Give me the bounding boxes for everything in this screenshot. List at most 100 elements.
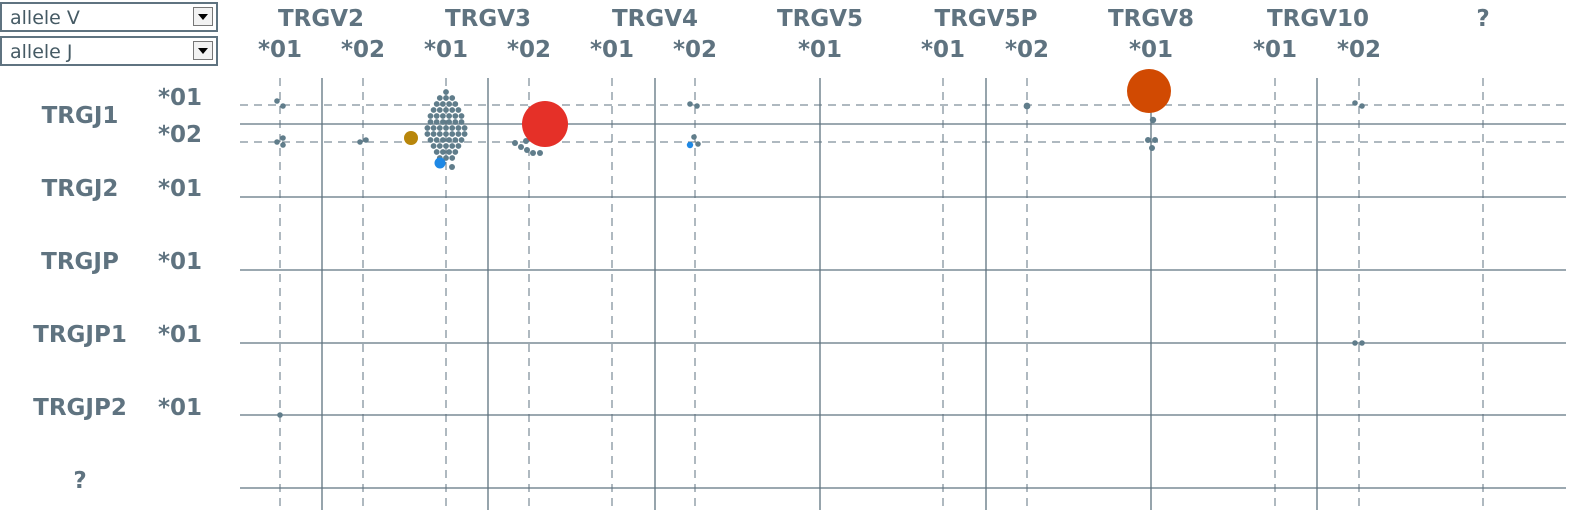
clone-dot[interactable] [686,141,694,149]
clone-dot[interactable] [443,107,449,113]
clone-dot[interactable] [443,125,449,131]
clone-dot[interactable] [443,89,449,95]
clone-dot[interactable] [443,143,449,149]
clone-dot[interactable] [524,147,530,153]
clone-dot[interactable] [537,150,543,156]
clone-dot[interactable] [424,131,431,137]
clone-dot[interactable] [687,101,693,107]
clone-dot[interactable] [449,155,456,161]
clone-dot[interactable] [436,107,443,113]
clone-dot[interactable] [430,125,437,131]
clone-dot[interactable] [449,131,456,137]
clone-dot[interactable] [446,137,452,143]
j-allele-header: *01 [158,85,202,111]
clone-dot[interactable] [691,134,697,140]
clone-dot[interactable] [452,137,459,143]
clone-dot[interactable] [440,101,446,107]
clone-dot[interactable] [433,101,440,107]
clone-dot[interactable] [430,107,437,113]
clone-dot[interactable] [430,131,437,137]
clone-dot[interactable] [1352,340,1358,346]
clone-dot[interactable] [455,125,462,131]
v-gene-header: TRGV8 [1108,6,1194,32]
clone-dot[interactable] [274,139,280,145]
clone-dot[interactable] [440,119,446,125]
clone-dot[interactable] [449,107,456,113]
clone-dot[interactable] [1023,102,1031,110]
clone-dot[interactable] [277,412,283,418]
clone-dot[interactable] [443,131,449,137]
clone-dot[interactable] [446,119,452,125]
clone-dot[interactable] [518,144,524,150]
allele-j-select[interactable]: allele J [0,36,218,66]
clone-dot[interactable] [461,125,468,131]
clone-dot[interactable] [1149,145,1155,151]
clone-dot[interactable] [440,149,446,155]
clone-dot[interactable] [363,137,369,143]
clone-dot[interactable] [424,125,431,131]
clone-dot[interactable] [461,131,468,137]
clone-dot[interactable] [427,113,434,119]
clone-dot[interactable] [443,95,449,101]
clone-dot[interactable] [449,125,456,131]
clone-dot[interactable] [1359,340,1365,346]
j-allele-header: *01 [158,176,202,202]
v-gene-header: TRGV5 [777,6,863,32]
clone-dot[interactable] [443,155,449,161]
clone-dot[interactable] [455,143,462,149]
allele-v-select[interactable]: allele V [0,2,218,32]
clone-dot[interactable] [458,119,465,125]
clone-dot[interactable] [452,113,459,119]
clone-dot[interactable] [1149,116,1157,124]
v-allele-header: *01 [258,37,302,63]
clone-dot[interactable] [452,101,459,107]
clone-dot[interactable] [433,149,440,155]
j-allele-header: *02 [158,122,202,148]
clone-dot[interactable] [274,98,280,104]
clone-dot[interactable] [436,95,443,101]
clone-dot[interactable] [436,125,443,131]
clone-dot[interactable] [694,103,700,109]
clone-dot[interactable] [449,164,455,170]
clone-dot[interactable] [427,137,434,143]
clone-dot[interactable] [357,139,363,145]
clone-dot[interactable] [433,119,440,125]
clone-dot[interactable] [433,137,440,143]
clone-dot[interactable] [446,149,452,155]
clone-dot[interactable] [1152,137,1158,143]
clone-dot[interactable] [530,150,536,156]
clone-dot[interactable] [455,107,462,113]
clone-dot[interactable] [280,103,286,109]
clone-dot[interactable] [458,137,465,143]
clone-dot[interactable] [446,113,452,119]
clone-dot[interactable] [1352,100,1358,106]
clone-dot[interactable] [430,143,437,149]
clone-dot[interactable] [446,101,452,107]
v-allele-header: *02 [673,37,717,63]
clone-dot[interactable] [440,137,446,143]
clone-dot[interactable] [458,113,465,119]
clone-dot[interactable] [280,135,286,141]
clone-dot[interactable] [522,101,568,147]
j-gene-header: TRGJP1 [33,322,127,348]
clone-dot[interactable] [436,143,443,149]
clone-dot[interactable] [404,131,418,145]
clone-dot[interactable] [452,149,459,155]
clone-dot[interactable] [436,131,443,137]
clone-dot[interactable] [434,157,446,169]
clone-dot[interactable] [280,142,286,148]
clone-dot[interactable] [427,119,434,125]
clone-dot[interactable] [695,141,701,147]
clone-dot[interactable] [449,143,456,149]
clone-dot[interactable] [523,138,529,144]
clone-dot[interactable] [455,131,462,137]
clone-dot[interactable] [452,119,459,125]
clone-dot[interactable] [1359,103,1365,109]
clone-dot[interactable] [449,95,456,101]
clone-dot[interactable] [440,113,446,119]
clone-dot[interactable] [1145,137,1151,143]
v-gene-header: TRGV5P [935,6,1038,32]
clone-dot[interactable] [1127,69,1171,113]
clone-dot[interactable] [512,140,518,146]
clone-dot[interactable] [433,113,440,119]
